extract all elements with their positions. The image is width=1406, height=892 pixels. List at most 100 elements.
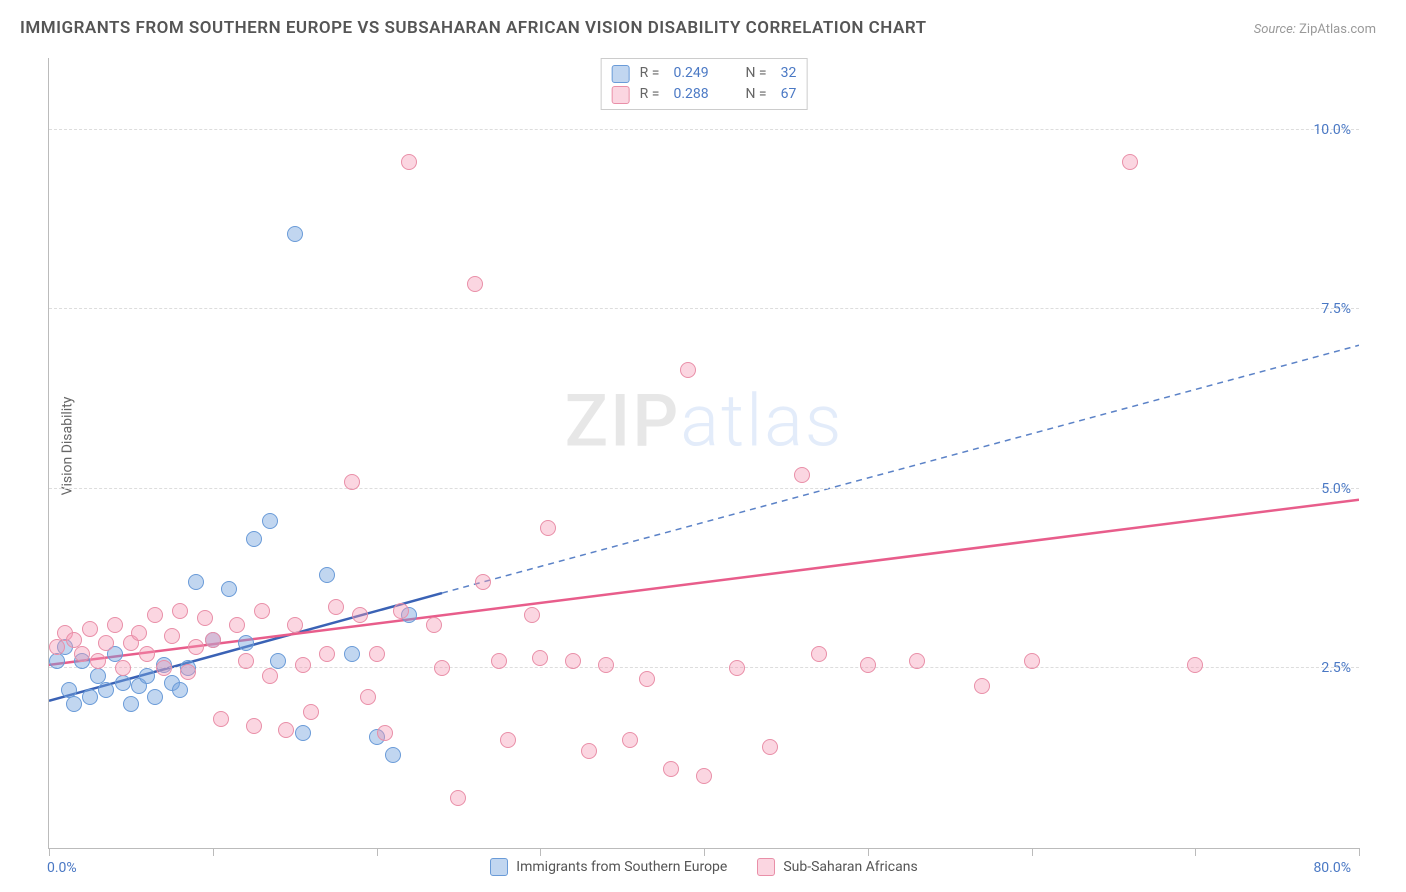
scatter-point-subsaharan bbox=[98, 635, 114, 651]
r-label: R = bbox=[640, 84, 660, 105]
scatter-point-subsaharan bbox=[491, 653, 507, 669]
scatter-point-subsaharan bbox=[532, 650, 548, 666]
scatter-point-subsaharan bbox=[524, 607, 540, 623]
gridline-h bbox=[49, 129, 1359, 130]
scatter-point-southern_europe bbox=[115, 675, 131, 691]
scatter-point-subsaharan bbox=[622, 732, 638, 748]
stats-row-series-a: R = 0.249 N = 32 bbox=[612, 63, 797, 84]
scatter-point-subsaharan bbox=[188, 639, 204, 655]
scatter-point-subsaharan bbox=[180, 664, 196, 680]
y-tick-label: 2.5% bbox=[1321, 660, 1351, 676]
x-tick bbox=[1359, 848, 1360, 856]
source-value: ZipAtlas.com bbox=[1299, 22, 1376, 37]
scatter-point-subsaharan bbox=[229, 617, 245, 633]
scatter-point-subsaharan bbox=[246, 718, 262, 734]
watermark-part2: atlas bbox=[680, 379, 843, 464]
scatter-point-subsaharan bbox=[598, 657, 614, 673]
y-tick-label: 7.5% bbox=[1321, 301, 1351, 317]
scatter-point-subsaharan bbox=[352, 607, 368, 623]
scatter-point-subsaharan bbox=[500, 732, 516, 748]
stats-row-series-b: R = 0.288 N = 67 bbox=[612, 84, 797, 105]
scatter-point-subsaharan bbox=[974, 678, 990, 694]
scatter-point-subsaharan bbox=[1024, 653, 1040, 669]
n-label: N = bbox=[745, 84, 766, 105]
scatter-point-subsaharan bbox=[287, 617, 303, 633]
scatter-point-subsaharan bbox=[147, 607, 163, 623]
series-a-n-value: 32 bbox=[781, 63, 797, 84]
scatter-point-southern_europe bbox=[139, 668, 155, 684]
scatter-point-subsaharan bbox=[393, 603, 409, 619]
scatter-point-southern_europe bbox=[188, 574, 204, 590]
scatter-point-subsaharan bbox=[401, 154, 417, 170]
scatter-point-subsaharan bbox=[213, 711, 229, 727]
scatter-point-southern_europe bbox=[344, 646, 360, 662]
x-tick bbox=[49, 848, 50, 856]
scatter-point-subsaharan bbox=[475, 574, 491, 590]
correlation-stats-box: R = 0.249 N = 32 R = 0.288 N = 67 bbox=[601, 58, 808, 110]
source-label: Source: bbox=[1254, 22, 1296, 37]
scatter-point-subsaharan bbox=[254, 603, 270, 619]
scatter-point-subsaharan bbox=[360, 689, 376, 705]
x-tick bbox=[704, 848, 705, 856]
scatter-point-southern_europe bbox=[66, 696, 82, 712]
y-tick-label: 10.0% bbox=[1313, 122, 1351, 138]
trend-line-extrap-southern_europe bbox=[442, 345, 1359, 593]
scatter-point-subsaharan bbox=[319, 646, 335, 662]
x-tick bbox=[1032, 848, 1033, 856]
scatter-point-subsaharan bbox=[328, 599, 344, 615]
scatter-point-southern_europe bbox=[49, 653, 65, 669]
y-tick-label: 5.0% bbox=[1321, 481, 1351, 497]
scatter-point-subsaharan bbox=[540, 520, 556, 536]
legend-label-b: Sub-Saharan Africans bbox=[783, 859, 917, 875]
legend-item-series-a: Immigrants from Southern Europe bbox=[490, 858, 727, 876]
source-attribution: Source: ZipAtlas.com bbox=[1254, 22, 1376, 37]
x-tick bbox=[377, 848, 378, 856]
scatter-point-subsaharan bbox=[663, 761, 679, 777]
series-b-r-value: 0.288 bbox=[673, 84, 723, 105]
scatter-point-subsaharan bbox=[90, 653, 106, 669]
scatter-point-subsaharan bbox=[164, 628, 180, 644]
n-label: N = bbox=[745, 63, 766, 84]
scatter-point-southern_europe bbox=[262, 513, 278, 529]
legend-label-a: Immigrants from Southern Europe bbox=[516, 859, 727, 875]
series-b-swatch bbox=[612, 86, 630, 104]
scatter-point-subsaharan bbox=[1187, 657, 1203, 673]
scatter-point-subsaharan bbox=[565, 653, 581, 669]
r-label: R = bbox=[640, 63, 660, 84]
series-b-n-value: 67 bbox=[781, 84, 797, 105]
scatter-point-subsaharan bbox=[1122, 154, 1138, 170]
scatter-point-subsaharan bbox=[131, 625, 147, 641]
scatter-point-subsaharan bbox=[262, 668, 278, 684]
scatter-point-subsaharan bbox=[762, 739, 778, 755]
scatter-point-subsaharan bbox=[696, 768, 712, 784]
scatter-point-subsaharan bbox=[344, 474, 360, 490]
scatter-point-subsaharan bbox=[295, 657, 311, 673]
watermark-part1: ZIP bbox=[565, 379, 681, 464]
scatter-point-southern_europe bbox=[385, 747, 401, 763]
scatter-point-subsaharan bbox=[369, 646, 385, 662]
legend-swatch-b bbox=[757, 858, 775, 876]
scatter-point-southern_europe bbox=[238, 635, 254, 651]
scatter-point-southern_europe bbox=[287, 226, 303, 242]
x-tick bbox=[1195, 848, 1196, 856]
scatter-point-subsaharan bbox=[82, 621, 98, 637]
scatter-point-southern_europe bbox=[82, 689, 98, 705]
scatter-point-southern_europe bbox=[98, 682, 114, 698]
scatter-point-subsaharan bbox=[156, 660, 172, 676]
legend-swatch-a bbox=[490, 858, 508, 876]
scatter-point-subsaharan bbox=[794, 467, 810, 483]
scatter-plot-area: ZIPatlas R = 0.249 N = 32 R = 0.288 N = … bbox=[48, 58, 1359, 849]
scatter-point-southern_europe bbox=[147, 689, 163, 705]
scatter-point-southern_europe bbox=[221, 581, 237, 597]
scatter-point-subsaharan bbox=[205, 632, 221, 648]
scatter-point-southern_europe bbox=[270, 653, 286, 669]
scatter-point-subsaharan bbox=[434, 660, 450, 676]
scatter-point-southern_europe bbox=[295, 725, 311, 741]
scatter-point-southern_europe bbox=[123, 696, 139, 712]
series-a-swatch bbox=[612, 65, 630, 83]
scatter-point-subsaharan bbox=[860, 657, 876, 673]
gridline-h bbox=[49, 308, 1359, 309]
scatter-point-subsaharan bbox=[450, 790, 466, 806]
x-tick bbox=[868, 848, 869, 856]
scatter-point-southern_europe bbox=[172, 682, 188, 698]
